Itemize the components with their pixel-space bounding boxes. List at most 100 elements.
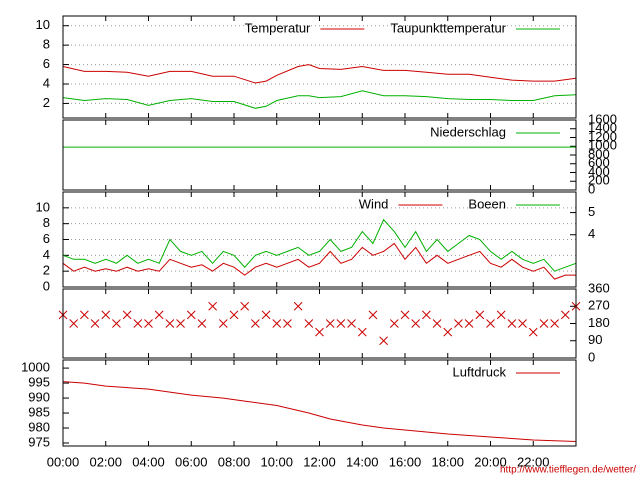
- wind-direction-marker: [507, 319, 517, 328]
- x-tick-label: 16:00: [389, 454, 422, 469]
- legend-label: Temperatur: [245, 20, 311, 35]
- wind-direction-marker: [357, 327, 367, 337]
- wind-direction-marker: [550, 319, 559, 328]
- y2-tick-label: 200: [588, 173, 610, 188]
- legend-label: Taupunkttemperatur: [390, 20, 506, 35]
- wind-direction-marker: [112, 319, 121, 328]
- y2-tick-label: 5: [588, 204, 595, 219]
- wind-direction-marker: [347, 319, 356, 328]
- wind-direction-marker: [176, 319, 185, 328]
- y2-tick-label: 1200: [588, 129, 617, 144]
- x-tick-label: 00:00: [47, 454, 80, 469]
- wind-direction-marker: [165, 319, 175, 328]
- wind-direction-marker: [379, 336, 388, 346]
- y2-tick-label: 180: [588, 315, 610, 330]
- y-tick-label: 995: [28, 375, 50, 390]
- wind-direction-marker: [251, 319, 260, 328]
- y-tick-label: 985: [28, 404, 50, 419]
- panel-frame: [62, 288, 577, 359]
- wind-direction-marker: [528, 327, 538, 337]
- wind-direction-marker: [539, 319, 549, 328]
- footer-link: http://www.tiefflegen.de/wetter/: [500, 465, 636, 476]
- y-tick-label: 8: [43, 37, 50, 52]
- y2-tick-label: 0: [588, 349, 595, 364]
- x-tick-label: 14:00: [346, 454, 379, 469]
- wind-direction-marker: [240, 301, 250, 311]
- wind-direction-marker: [389, 319, 399, 328]
- wind-direction-marker: [464, 319, 474, 328]
- wind-direction-marker: [283, 319, 292, 328]
- wind-direction-marker: [518, 319, 527, 328]
- wind-direction-marker: [186, 310, 196, 320]
- wind-direction-marker: [443, 327, 453, 337]
- y2-tick-label: 1000: [588, 138, 617, 153]
- wind-direction-marker: [325, 319, 335, 328]
- wind-direction-marker: [229, 310, 239, 320]
- wind-direction-marker: [304, 319, 314, 328]
- wind-direction-marker: [486, 319, 495, 328]
- y2-tick-label: 4: [588, 226, 595, 241]
- wind-direction-marker: [261, 310, 271, 320]
- y-tick-label: 4: [43, 75, 50, 90]
- y-tick-label: 0: [43, 278, 50, 293]
- wind-direction-marker: [475, 310, 485, 320]
- wind-direction-marker: [80, 310, 89, 320]
- wind-direction-marker: [336, 319, 346, 328]
- y2-tick-label: 90: [588, 332, 602, 347]
- y2-tick-label: 600: [588, 155, 610, 170]
- y2-tick-label: 0: [588, 181, 595, 196]
- y-tick-label: 6: [43, 56, 50, 71]
- wind-direction-marker: [208, 301, 217, 311]
- wind-direction-marker: [122, 310, 132, 320]
- wind-direction-marker: [454, 319, 463, 328]
- y-tick-label: 990: [28, 389, 50, 404]
- x-tick-label: 06:00: [175, 454, 208, 469]
- wind-direction-marker: [133, 319, 143, 328]
- y2-tick-label: 1400: [588, 120, 617, 135]
- wind-direction-marker: [218, 319, 228, 328]
- legend-label: Wind: [359, 196, 389, 211]
- wind-direction-marker: [69, 319, 79, 328]
- wind-direction-marker: [101, 310, 111, 320]
- legend-label: Niederschlag: [430, 124, 506, 139]
- series-line: [62, 218, 577, 272]
- wind-direction-marker: [496, 310, 506, 320]
- wind-direction-marker: [293, 301, 303, 311]
- y2-tick-label: 360: [588, 280, 610, 295]
- panel-frame: [62, 191, 577, 288]
- wind-direction-marker: [422, 310, 431, 320]
- x-tick-label: 08:00: [218, 454, 251, 469]
- legend-label: Boeen: [468, 196, 506, 211]
- x-tick-label: 04:00: [132, 454, 165, 469]
- wind-direction-marker: [272, 319, 282, 328]
- wind-direction-marker: [411, 319, 421, 328]
- x-tick-label: 12:00: [303, 454, 336, 469]
- series-line: [62, 90, 577, 109]
- wind-direction-marker: [90, 319, 100, 328]
- wind-direction-marker: [197, 319, 207, 328]
- y-tick-label: 6: [43, 231, 50, 246]
- wind-direction-marker: [315, 327, 324, 337]
- y2-tick-label: 800: [588, 146, 610, 161]
- y-tick-label: 1000: [21, 360, 50, 375]
- y-tick-label: 975: [28, 434, 50, 449]
- y2-tick-label: 1600: [588, 111, 617, 126]
- wind-direction-marker: [400, 310, 410, 320]
- y-tick-label: 8: [43, 215, 50, 230]
- x-tick-label: 22:00: [517, 454, 550, 469]
- panel-frame: [62, 359, 577, 447]
- legend-label: Luftdruck: [453, 364, 507, 379]
- panel-frame: [62, 119, 577, 191]
- y-tick-label: 2: [43, 95, 50, 110]
- wind-direction-marker: [432, 319, 442, 328]
- wind-direction-marker: [560, 310, 570, 320]
- y-tick-label: 2: [43, 263, 50, 278]
- x-tick-label: 10:00: [260, 454, 293, 469]
- series-line: [62, 64, 577, 84]
- x-tick-label: 02:00: [89, 454, 122, 469]
- y-tick-label: 10: [36, 17, 50, 32]
- series-line: [62, 381, 577, 442]
- series-line: [62, 242, 576, 280]
- y-tick-label: 4: [43, 247, 50, 262]
